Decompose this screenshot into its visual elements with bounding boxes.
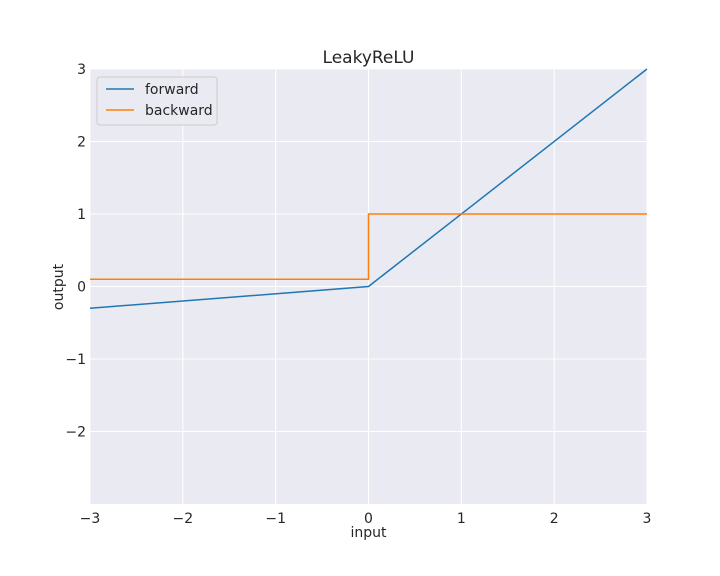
legend: forward backward	[96, 76, 218, 126]
series-layer	[89, 68, 648, 309]
series-line-forward	[89, 68, 648, 309]
series-line-backward	[90, 213, 647, 280]
y-tick-label: 3	[77, 62, 86, 78]
legend-label-forward: forward	[145, 82, 199, 98]
x-tick-label: 0	[364, 511, 373, 527]
y-tick-label: 0	[77, 280, 86, 296]
x-tick-label: 2	[550, 511, 559, 527]
y-tick-label: −1	[65, 352, 86, 368]
x-tick-label: −2	[173, 511, 194, 527]
y-tick-label: 2	[77, 135, 86, 151]
x-tick-label: 1	[457, 511, 466, 527]
chart-title: LeakyReLU	[323, 48, 415, 68]
y-tick-label: −2	[65, 425, 86, 441]
y-tick-label: 1	[77, 207, 86, 223]
x-tick-label: −1	[265, 511, 286, 527]
legend-label-backward: backward	[145, 103, 213, 119]
tick-labels: −3 −2 −1 0 1 2 3 −2 −1 0 1 2 3	[65, 62, 651, 527]
x-tick-label: −3	[80, 511, 101, 527]
x-tick-label: 3	[643, 511, 652, 527]
y-axis-label: output	[51, 263, 67, 310]
x-axis-label: input	[350, 525, 387, 541]
